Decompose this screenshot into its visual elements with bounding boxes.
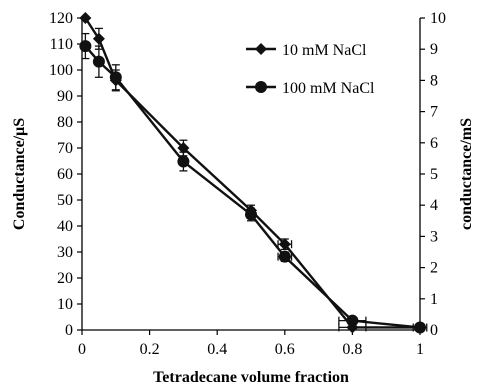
y-tick-label-right: 1 (430, 291, 438, 308)
y-tick-label-left: 120 (49, 10, 73, 27)
y-tick-label-left: 90 (57, 88, 73, 105)
y-axis-right-title: conductance/mS (458, 118, 475, 230)
x-tick-label: 0.4 (207, 341, 227, 358)
series-diamond (79, 12, 426, 334)
data-point-diamond (278, 238, 291, 251)
y-tick-label-left: 40 (57, 218, 73, 235)
data-point-circle (278, 250, 291, 263)
y-axis-left-title: Conductance/μS (11, 118, 28, 230)
data-point-circle (346, 314, 359, 327)
data-point-circle (414, 321, 426, 334)
y-tick-label-right: 10 (430, 10, 446, 27)
x-tick-label: 1 (416, 341, 424, 358)
data-point-diamond (177, 142, 190, 154)
x-tick-label: 0 (78, 341, 86, 358)
y-tick-label-right: 2 (430, 260, 438, 277)
y-tick-label-right: 3 (430, 228, 438, 245)
y-tick-label-left: 60 (57, 166, 73, 183)
series-layer (79, 12, 428, 334)
plot-area (81, 18, 421, 331)
y-tick-label-right: 6 (430, 135, 438, 152)
ticks: 0 0.2 0.4 0.6 0.8 101020304050607080901001101… (49, 10, 446, 358)
legend-marker-10mm (255, 43, 267, 55)
series-line (84, 17, 420, 329)
y-tick-label-left: 0 (65, 322, 73, 339)
y-tick-label-right: 5 (430, 166, 438, 183)
series-circle (79, 32, 428, 334)
data-point-diamond (92, 32, 105, 45)
y-tick-label-left: 10 (57, 296, 73, 313)
x-tick-label: 0.8 (342, 341, 362, 358)
y-tick-label-left: 70 (57, 140, 73, 157)
x-tick-label: 0.2 (140, 341, 160, 358)
legend-marker-100mm (255, 81, 267, 93)
x-tick-label: 0.6 (275, 341, 295, 358)
legend-label-10mm: 10 mM NaCl (282, 42, 367, 59)
y-tick-label-right: 0 (430, 322, 438, 339)
data-point-circle (177, 155, 190, 168)
data-point-circle (109, 71, 122, 84)
x-axis-title: Tetradecane volume fraction (153, 369, 349, 385)
y-tick-label-right: 7 (430, 104, 438, 121)
legend: 10 mM NaCl 100 mM NaCl (246, 42, 375, 97)
y-tick-label-left: 100 (49, 62, 73, 79)
y-tick-label-left: 20 (57, 270, 73, 287)
y-tick-label-left: 50 (57, 192, 73, 209)
y-tick-label-right: 4 (430, 197, 438, 214)
y-tick-label-left: 80 (57, 114, 73, 131)
y-tick-label-right: 8 (430, 72, 438, 89)
y-tick-label-left: 30 (57, 244, 73, 261)
legend-label-100mm: 100 mM NaCl (282, 80, 375, 97)
data-point-circle (245, 208, 257, 221)
data-point-diamond (79, 12, 92, 24)
y-tick-label-left: 110 (50, 36, 73, 53)
y-tick-label-right: 9 (430, 41, 438, 58)
data-point-circle (92, 55, 105, 68)
data-point-circle (79, 40, 92, 53)
